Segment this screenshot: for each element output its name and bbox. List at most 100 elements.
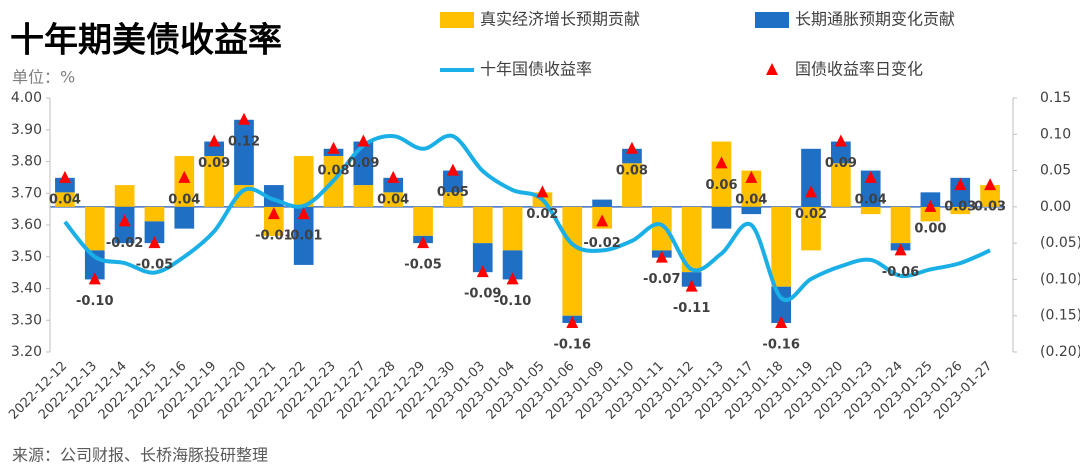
source-note: 来源：公司财报、长桥海豚投研整理 xyxy=(12,446,268,465)
bar xyxy=(950,177,971,207)
bar xyxy=(681,272,702,287)
legend-label: 国债收益率日变化 xyxy=(795,60,923,79)
bar xyxy=(920,192,941,207)
data-label: -0.07 xyxy=(643,272,680,287)
bar xyxy=(413,206,433,236)
y-tick-label: 3.70 xyxy=(11,185,42,201)
triangle-marker xyxy=(536,185,549,198)
bar xyxy=(144,206,165,222)
data-label: 0.06 xyxy=(705,178,737,193)
bar xyxy=(651,206,672,251)
triangle-marker xyxy=(446,163,459,176)
triangle-marker xyxy=(417,236,430,249)
data-label: -0.16 xyxy=(762,337,799,352)
data-label: 0.04 xyxy=(49,192,81,207)
data-label: -0.01 xyxy=(255,229,292,244)
triangle-marker xyxy=(327,141,340,154)
triangle-marker xyxy=(237,112,250,125)
data-label: 0.09 xyxy=(825,156,857,171)
triangle-marker xyxy=(745,170,758,183)
bar xyxy=(592,199,612,207)
bar xyxy=(771,286,792,323)
data-label: 0.04 xyxy=(735,192,767,207)
data-label: -0.10 xyxy=(76,294,113,309)
triangle-marker xyxy=(984,178,997,191)
bar xyxy=(502,250,523,280)
triangle-marker xyxy=(118,214,131,227)
triangle-marker xyxy=(655,250,668,263)
bar xyxy=(801,206,821,251)
triangle-marker xyxy=(954,178,967,191)
y2-tick-label: 0.00 xyxy=(1040,199,1071,215)
triangle-marker xyxy=(387,170,400,183)
bar xyxy=(831,141,851,164)
bar xyxy=(711,206,732,229)
y-tick-label: 3.20 xyxy=(11,344,42,360)
y2-tick-label: (0.05) xyxy=(1040,235,1080,251)
data-label: 0.05 xyxy=(437,185,469,200)
data-label: -0.11 xyxy=(673,301,710,316)
bar xyxy=(84,206,105,251)
triangle-marker xyxy=(924,199,937,212)
bar xyxy=(443,170,463,193)
bar xyxy=(950,206,971,215)
bar xyxy=(562,206,583,316)
data-label: 0.04 xyxy=(168,192,200,207)
triangle-marker xyxy=(148,236,161,249)
bar xyxy=(353,185,374,207)
y-tick-label: 3.40 xyxy=(11,281,42,297)
bar xyxy=(831,163,851,207)
triangle-marker xyxy=(775,315,788,328)
data-label: 0.08 xyxy=(317,163,349,178)
bar xyxy=(890,206,911,244)
bar xyxy=(114,185,135,207)
triangle-marker xyxy=(178,170,191,183)
bar xyxy=(443,192,463,207)
bar xyxy=(144,221,165,244)
triangle-marker xyxy=(566,315,579,328)
y-tick-label: 4.00 xyxy=(11,90,42,106)
data-label: 0.04 xyxy=(377,192,409,207)
data-label: -0.02 xyxy=(106,236,143,251)
legend-label: 十年国债收益率 xyxy=(480,60,592,79)
bar xyxy=(55,192,75,207)
triangle-marker xyxy=(357,134,370,147)
triangle-marker xyxy=(834,134,847,147)
data-label: -0.10 xyxy=(494,294,531,309)
data-label: 0.03 xyxy=(944,200,976,215)
data-label: -0.16 xyxy=(554,337,591,352)
data-label: 0.00 xyxy=(914,221,946,236)
data-label: 0.04 xyxy=(855,192,887,207)
triangle-marker xyxy=(894,243,907,256)
y-tick-label: 3.80 xyxy=(11,154,42,170)
triangle-marker xyxy=(58,170,71,183)
unit-label: 单位：% xyxy=(12,68,75,87)
bar xyxy=(711,141,732,207)
data-label: -0.09 xyxy=(464,287,501,302)
bar xyxy=(293,156,314,207)
bar xyxy=(472,243,493,273)
bar xyxy=(771,206,792,287)
bar xyxy=(383,192,404,207)
legend-label: 长期通胀预期变化贡献 xyxy=(795,10,955,29)
data-label: -0.05 xyxy=(404,258,441,273)
y2-tick-label: (0.15) xyxy=(1040,308,1080,324)
data-label: 0.03 xyxy=(974,200,1006,215)
triangle-marker xyxy=(625,141,638,154)
data-label: -0.05 xyxy=(136,258,173,273)
bar xyxy=(860,206,881,215)
y2-tick-label: (0.20) xyxy=(1040,344,1080,360)
data-label: 0.02 xyxy=(795,207,827,222)
data-label: -0.06 xyxy=(882,265,919,280)
bar xyxy=(860,170,881,207)
legend-label: 真实经济增长预期贡献 xyxy=(480,10,640,29)
triangle-marker xyxy=(297,207,310,220)
bar xyxy=(801,148,821,207)
bar xyxy=(204,156,224,207)
bar xyxy=(174,206,195,229)
y-tick-label: 3.60 xyxy=(11,217,42,233)
y-tick-label: 3.90 xyxy=(11,122,42,138)
y-tick-label: 3.50 xyxy=(11,249,42,265)
triangle-marker xyxy=(476,265,489,278)
triangle-marker xyxy=(864,170,877,183)
